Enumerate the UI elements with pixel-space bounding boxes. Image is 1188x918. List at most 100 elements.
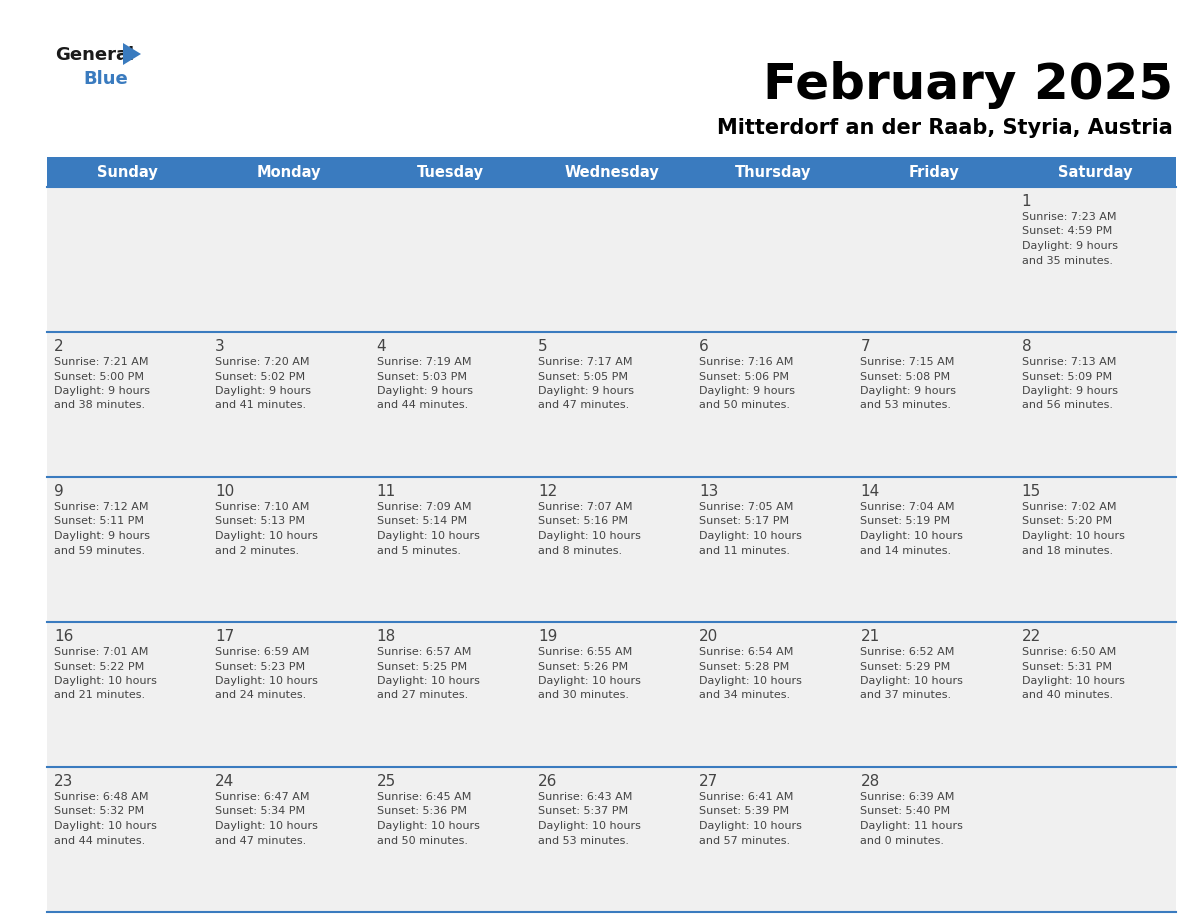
Text: Daylight: 9 hours: Daylight: 9 hours xyxy=(215,386,311,396)
Text: 5: 5 xyxy=(538,339,548,354)
Bar xyxy=(853,767,1015,912)
Text: Sunrise: 7:21 AM: Sunrise: 7:21 AM xyxy=(53,357,148,367)
Text: Sunrise: 7:13 AM: Sunrise: 7:13 AM xyxy=(1022,357,1116,367)
Text: February 2025: February 2025 xyxy=(763,61,1173,109)
Text: and 14 minutes.: and 14 minutes. xyxy=(860,545,952,555)
Text: and 53 minutes.: and 53 minutes. xyxy=(538,835,628,845)
Text: 18: 18 xyxy=(377,629,396,644)
Text: Daylight: 10 hours: Daylight: 10 hours xyxy=(215,531,318,541)
Text: and 44 minutes.: and 44 minutes. xyxy=(377,400,468,410)
Bar xyxy=(693,187,853,332)
Text: and 24 minutes.: and 24 minutes. xyxy=(215,690,307,700)
Text: Blue: Blue xyxy=(83,70,128,88)
Text: Sunrise: 7:10 AM: Sunrise: 7:10 AM xyxy=(215,502,310,512)
Text: 13: 13 xyxy=(700,484,719,499)
Text: and 41 minutes.: and 41 minutes. xyxy=(215,400,307,410)
Bar xyxy=(1015,187,1176,332)
Text: Sunrise: 6:45 AM: Sunrise: 6:45 AM xyxy=(377,792,470,802)
Bar xyxy=(853,157,1015,187)
Text: 15: 15 xyxy=(1022,484,1041,499)
Text: and 30 minutes.: and 30 minutes. xyxy=(538,690,628,700)
Text: Daylight: 9 hours: Daylight: 9 hours xyxy=(377,386,473,396)
Bar xyxy=(208,477,369,622)
Bar xyxy=(369,477,531,622)
Bar xyxy=(208,332,369,477)
Text: Sunrise: 6:41 AM: Sunrise: 6:41 AM xyxy=(700,792,794,802)
Text: Sunset: 5:32 PM: Sunset: 5:32 PM xyxy=(53,807,144,816)
Text: Daylight: 9 hours: Daylight: 9 hours xyxy=(1022,241,1118,251)
Text: Daylight: 10 hours: Daylight: 10 hours xyxy=(538,531,640,541)
Text: 3: 3 xyxy=(215,339,225,354)
Text: Sunrise: 7:16 AM: Sunrise: 7:16 AM xyxy=(700,357,794,367)
Bar xyxy=(531,622,693,767)
Text: 23: 23 xyxy=(53,774,74,789)
Text: Sunrise: 7:20 AM: Sunrise: 7:20 AM xyxy=(215,357,310,367)
Bar xyxy=(531,477,693,622)
Text: Sunset: 5:09 PM: Sunset: 5:09 PM xyxy=(1022,372,1112,382)
Text: 21: 21 xyxy=(860,629,879,644)
Text: Sunrise: 6:59 AM: Sunrise: 6:59 AM xyxy=(215,647,310,657)
Text: Daylight: 9 hours: Daylight: 9 hours xyxy=(860,386,956,396)
Text: Tuesday: Tuesday xyxy=(417,164,484,180)
Text: and 35 minutes.: and 35 minutes. xyxy=(1022,255,1113,265)
Text: and 34 minutes.: and 34 minutes. xyxy=(700,690,790,700)
Text: Sunrise: 6:50 AM: Sunrise: 6:50 AM xyxy=(1022,647,1116,657)
Bar xyxy=(208,157,369,187)
Text: 22: 22 xyxy=(1022,629,1041,644)
Bar xyxy=(531,332,693,477)
Text: Daylight: 10 hours: Daylight: 10 hours xyxy=(860,676,963,686)
Text: Daylight: 11 hours: Daylight: 11 hours xyxy=(860,821,963,831)
Text: 25: 25 xyxy=(377,774,396,789)
Text: 16: 16 xyxy=(53,629,74,644)
Text: Daylight: 10 hours: Daylight: 10 hours xyxy=(1022,676,1125,686)
Text: Sunset: 5:36 PM: Sunset: 5:36 PM xyxy=(377,807,467,816)
Text: and 5 minutes.: and 5 minutes. xyxy=(377,545,461,555)
Text: 14: 14 xyxy=(860,484,879,499)
Text: Sunrise: 6:57 AM: Sunrise: 6:57 AM xyxy=(377,647,470,657)
Text: Sunrise: 6:47 AM: Sunrise: 6:47 AM xyxy=(215,792,310,802)
Text: and 47 minutes.: and 47 minutes. xyxy=(215,835,307,845)
Text: Daylight: 10 hours: Daylight: 10 hours xyxy=(53,821,157,831)
Text: and 2 minutes.: and 2 minutes. xyxy=(215,545,299,555)
Text: Sunrise: 7:19 AM: Sunrise: 7:19 AM xyxy=(377,357,472,367)
Text: Sunrise: 7:15 AM: Sunrise: 7:15 AM xyxy=(860,357,955,367)
Text: Sunset: 5:19 PM: Sunset: 5:19 PM xyxy=(860,517,950,527)
Text: Daylight: 10 hours: Daylight: 10 hours xyxy=(700,676,802,686)
Bar xyxy=(853,332,1015,477)
Text: 26: 26 xyxy=(538,774,557,789)
Bar xyxy=(693,157,853,187)
Text: and 53 minutes.: and 53 minutes. xyxy=(860,400,952,410)
Text: 17: 17 xyxy=(215,629,234,644)
Text: Daylight: 10 hours: Daylight: 10 hours xyxy=(538,676,640,686)
Text: Sunset: 5:03 PM: Sunset: 5:03 PM xyxy=(377,372,467,382)
Bar xyxy=(369,157,531,187)
Text: Thursday: Thursday xyxy=(734,164,811,180)
Text: Sunrise: 6:48 AM: Sunrise: 6:48 AM xyxy=(53,792,148,802)
Text: 8: 8 xyxy=(1022,339,1031,354)
Text: 12: 12 xyxy=(538,484,557,499)
Text: and 44 minutes.: and 44 minutes. xyxy=(53,835,145,845)
Bar xyxy=(208,767,369,912)
Text: and 56 minutes.: and 56 minutes. xyxy=(1022,400,1113,410)
Text: Sunset: 5:34 PM: Sunset: 5:34 PM xyxy=(215,807,305,816)
Text: Sunset: 5:05 PM: Sunset: 5:05 PM xyxy=(538,372,627,382)
Text: Sunset: 5:40 PM: Sunset: 5:40 PM xyxy=(860,807,950,816)
Text: Sunset: 5:00 PM: Sunset: 5:00 PM xyxy=(53,372,144,382)
Polygon shape xyxy=(124,43,141,65)
Text: 10: 10 xyxy=(215,484,234,499)
Text: 4: 4 xyxy=(377,339,386,354)
Text: Sunrise: 6:55 AM: Sunrise: 6:55 AM xyxy=(538,647,632,657)
Bar xyxy=(531,187,693,332)
Text: Daylight: 9 hours: Daylight: 9 hours xyxy=(538,386,634,396)
Text: Daylight: 10 hours: Daylight: 10 hours xyxy=(538,821,640,831)
Text: Sunrise: 7:09 AM: Sunrise: 7:09 AM xyxy=(377,502,472,512)
Text: Sunset: 5:02 PM: Sunset: 5:02 PM xyxy=(215,372,305,382)
Text: and 18 minutes.: and 18 minutes. xyxy=(1022,545,1113,555)
Text: Sunset: 4:59 PM: Sunset: 4:59 PM xyxy=(1022,227,1112,237)
Text: Sunset: 5:31 PM: Sunset: 5:31 PM xyxy=(1022,662,1112,671)
Text: and 11 minutes.: and 11 minutes. xyxy=(700,545,790,555)
Text: 2: 2 xyxy=(53,339,64,354)
Bar xyxy=(369,187,531,332)
Bar xyxy=(1015,477,1176,622)
Text: Sunrise: 7:01 AM: Sunrise: 7:01 AM xyxy=(53,647,148,657)
